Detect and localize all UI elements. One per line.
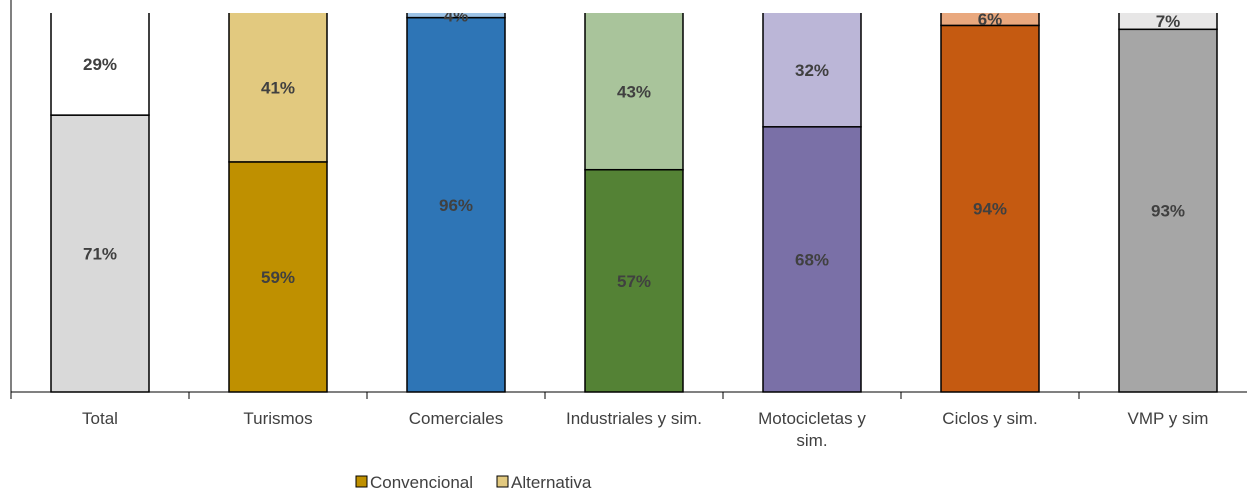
bar-convencional-motocicletas-y-sim bbox=[762, 126, 862, 393]
x-tick-label-turismos: Turismos bbox=[243, 409, 312, 428]
x-tick-label-comerciales: Comerciales bbox=[409, 409, 503, 428]
x-tick-label-total: Total bbox=[82, 409, 118, 428]
legend: Convencional Alternativa bbox=[355, 473, 592, 492]
data-label-alternativa-industriales-y-sim: 43% bbox=[617, 82, 651, 101]
legend-label-convencional: Convencional bbox=[370, 473, 473, 492]
data-label-convencional-motocicletas-y-sim: 68% bbox=[795, 250, 829, 269]
data-label-alternativa-ciclos-y-sim: 6% bbox=[978, 10, 1003, 29]
legend-label-alternativa: Alternativa bbox=[511, 473, 592, 492]
data-label-alternativa-total: 29% bbox=[83, 55, 117, 74]
bar-alternativa-ciclos-y-sim bbox=[940, 13, 1040, 27]
bar-alternativa-turismos bbox=[228, 13, 328, 163]
bar-convencional-ciclos-y-sim bbox=[940, 24, 1040, 393]
data-label-alternativa-vmp-y-sim: 7% bbox=[1156, 12, 1181, 31]
bar-alternativa-vmp-y-sim bbox=[1118, 13, 1218, 31]
data-label-alternativa-motocicletas-y-sim: 32% bbox=[795, 61, 829, 80]
bar-alternativa-comerciales bbox=[406, 13, 506, 19]
x-axis-ticks: Total Turismos Comerciales Industriales y s… bbox=[10, 392, 1209, 450]
data-label-convencional-comerciales: 96% bbox=[439, 196, 473, 215]
bar-convencional-total bbox=[50, 114, 150, 393]
bar-convencional-industriales-y-sim bbox=[584, 168, 684, 393]
data-label-alternativa-turismos: 41% bbox=[261, 78, 295, 97]
bar-convencional-turismos bbox=[228, 161, 328, 393]
bar-alternativa-industriales-y-sim bbox=[584, 13, 684, 171]
bars-group: 71% 29% 59% 41% 96% 4% 57% 43% 68% 32% 94% 6% 93% 7% bbox=[50, 6, 1218, 393]
bar-alternativa-motocicletas-y-sim bbox=[762, 13, 862, 128]
x-tick-label-motocicletas-y-sim: Motocicletas y sim. bbox=[758, 409, 866, 450]
data-label-convencional-total: 71% bbox=[83, 245, 117, 264]
legend-swatch-convencional bbox=[355, 475, 368, 488]
data-label-convencional-turismos: 59% bbox=[261, 268, 295, 287]
legend-swatch-alternativa bbox=[496, 475, 509, 488]
x-tick-label-vmp-y-sim: VMP y sim bbox=[1128, 409, 1209, 428]
data-label-alternativa-comerciales: 4% bbox=[444, 6, 469, 25]
x-tick-label-ciclos-y-sim: Ciclos y sim. bbox=[942, 409, 1037, 428]
x-tick-label-industriales-y-sim: Industriales y sim. bbox=[566, 409, 702, 428]
data-label-convencional-vmp-y-sim: 93% bbox=[1151, 202, 1185, 221]
bar-convencional-comerciales bbox=[406, 16, 506, 393]
data-label-convencional-ciclos-y-sim: 94% bbox=[973, 200, 1007, 219]
bar-alternativa-total bbox=[50, 13, 150, 116]
bar-convencional-vmp-y-sim bbox=[1118, 28, 1218, 393]
data-label-convencional-industriales-y-sim: 57% bbox=[617, 272, 651, 291]
